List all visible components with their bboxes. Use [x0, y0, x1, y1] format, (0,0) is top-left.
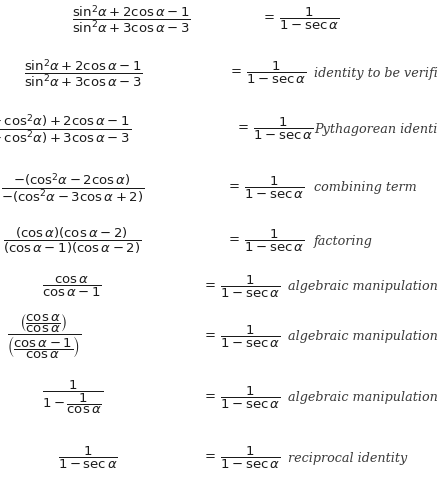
Text: $\dfrac{1}{1-\sec\alpha}$: $\dfrac{1}{1-\sec\alpha}$ — [58, 446, 117, 471]
Text: $\dfrac{\left(1-\cos^2\!\alpha\right)+2\cos\alpha-1}{\left(1-\cos^2\!\alpha\righ: $\dfrac{\left(1-\cos^2\!\alpha\right)+2\… — [0, 113, 131, 146]
Text: $\dfrac{-\left(\cos^2\!\alpha - 2\cos\alpha\right)}{-\left(\cos^2\!\alpha - 3\co: $\dfrac{-\left(\cos^2\!\alpha - 2\cos\al… — [1, 171, 144, 205]
Text: $\dfrac{\left(\dfrac{\cos\alpha}{\cos\alpha}\right)}{\left(\dfrac{\cos\alpha-1}{: $\dfrac{\left(\dfrac{\cos\alpha}{\cos\al… — [7, 313, 81, 361]
Text: identity to be verified: identity to be verified — [313, 67, 438, 80]
Text: $=\,\dfrac{1}{1-\sec\alpha}$: $=\,\dfrac{1}{1-\sec\alpha}$ — [226, 228, 304, 254]
Text: $\dfrac{(\cos\alpha)(\cos\alpha-2)}{(\cos\alpha-1)(\cos\alpha-2)}$: $\dfrac{(\cos\alpha)(\cos\alpha-2)}{(\co… — [3, 226, 141, 256]
Text: $=\,\dfrac{1}{1-\sec\alpha}$: $=\,\dfrac{1}{1-\sec\alpha}$ — [201, 324, 279, 350]
Text: reciprocal identity: reciprocal identity — [287, 452, 406, 465]
Text: algebraic manipulation: algebraic manipulation — [287, 391, 436, 404]
Text: $\dfrac{1}{1-\dfrac{1}{\cos\alpha}}$: $\dfrac{1}{1-\dfrac{1}{\cos\alpha}}$ — [42, 379, 103, 416]
Text: combining term: combining term — [313, 181, 416, 194]
Text: factoring: factoring — [313, 235, 372, 247]
Text: $\dfrac{\sin^2\!\alpha + 2\cos\alpha - 1}{\sin^2\!\alpha + 3\cos\alpha - 3}$: $\dfrac{\sin^2\!\alpha + 2\cos\alpha - 1… — [72, 3, 191, 35]
Text: $=\,\dfrac{1}{1-\sec\alpha}$: $=\,\dfrac{1}{1-\sec\alpha}$ — [201, 446, 279, 471]
Text: $=\,\dfrac{1}{1-\sec\alpha}$: $=\,\dfrac{1}{1-\sec\alpha}$ — [201, 274, 279, 299]
Text: algebraic manipulation: algebraic manipulation — [287, 280, 436, 293]
Text: $=\,\dfrac{1}{1-\sec\alpha}$: $=\,\dfrac{1}{1-\sec\alpha}$ — [201, 385, 279, 411]
Text: $\dfrac{\cos\alpha}{\cos\alpha-1}$: $\dfrac{\cos\alpha}{\cos\alpha-1}$ — [42, 275, 102, 298]
Text: $\dfrac{\sin^2\!\alpha + 2\cos\alpha - 1}{\sin^2\!\alpha + 3\cos\alpha - 3}$: $\dfrac{\sin^2\!\alpha + 2\cos\alpha - 1… — [24, 57, 142, 89]
Text: $=\,\dfrac{1}{1-\sec\alpha}$: $=\,\dfrac{1}{1-\sec\alpha}$ — [261, 6, 339, 32]
Text: algebraic manipulation: algebraic manipulation — [287, 330, 436, 343]
Text: $=\,\dfrac{1}{1-\sec\alpha}$: $=\,\dfrac{1}{1-\sec\alpha}$ — [234, 117, 312, 142]
Text: $=\,\dfrac{1}{1-\sec\alpha}$: $=\,\dfrac{1}{1-\sec\alpha}$ — [226, 175, 304, 201]
Text: $=\,\dfrac{1}{1-\sec\alpha}$: $=\,\dfrac{1}{1-\sec\alpha}$ — [228, 60, 306, 86]
Text: Pythagorean identity: Pythagorean identity — [313, 123, 438, 136]
